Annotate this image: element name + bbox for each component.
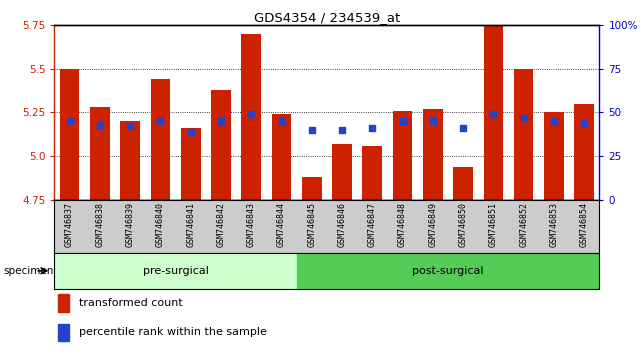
Point xyxy=(337,127,347,133)
Text: GSM746839: GSM746839 xyxy=(126,202,135,247)
Text: GSM746844: GSM746844 xyxy=(277,202,286,247)
Point xyxy=(306,127,317,133)
Text: GSM746848: GSM746848 xyxy=(398,202,407,247)
Bar xyxy=(181,128,201,200)
Text: GSM746842: GSM746842 xyxy=(217,202,226,247)
Text: GSM746850: GSM746850 xyxy=(458,202,468,247)
Bar xyxy=(58,324,69,341)
Point xyxy=(397,118,408,124)
Bar xyxy=(423,109,443,200)
Bar xyxy=(514,69,533,200)
Title: GDS4354 / 234539_at: GDS4354 / 234539_at xyxy=(254,11,400,24)
Text: GSM746849: GSM746849 xyxy=(428,202,437,247)
Point xyxy=(246,111,256,117)
Bar xyxy=(483,25,503,200)
Text: GSM746840: GSM746840 xyxy=(156,202,165,247)
Text: GSM746843: GSM746843 xyxy=(247,202,256,247)
Text: GSM746841: GSM746841 xyxy=(186,202,196,247)
Bar xyxy=(54,253,297,289)
Point xyxy=(458,125,469,131)
Point xyxy=(579,120,589,126)
Bar xyxy=(453,167,473,200)
Text: GSM746847: GSM746847 xyxy=(368,202,377,247)
Bar xyxy=(121,121,140,200)
Text: GSM746853: GSM746853 xyxy=(549,202,558,247)
Text: GSM746838: GSM746838 xyxy=(96,202,104,247)
Text: percentile rank within the sample: percentile rank within the sample xyxy=(79,327,267,337)
Point xyxy=(65,118,75,124)
Text: GSM746852: GSM746852 xyxy=(519,202,528,247)
Point xyxy=(367,125,378,131)
Bar xyxy=(211,90,231,200)
Text: post-surgical: post-surgical xyxy=(412,266,484,276)
Point xyxy=(428,118,438,124)
Point xyxy=(519,115,529,120)
Text: pre-surgical: pre-surgical xyxy=(143,266,208,276)
Text: GSM746851: GSM746851 xyxy=(489,202,498,247)
Point xyxy=(549,118,559,124)
Text: GSM746837: GSM746837 xyxy=(65,202,74,247)
Bar xyxy=(60,69,79,200)
Point xyxy=(186,129,196,135)
Point xyxy=(488,111,499,117)
Bar xyxy=(90,107,110,200)
Point xyxy=(125,124,135,129)
Bar xyxy=(302,177,322,200)
Bar xyxy=(58,295,69,312)
Bar xyxy=(332,144,352,200)
Bar xyxy=(544,113,564,200)
Text: GSM746845: GSM746845 xyxy=(307,202,316,247)
Bar xyxy=(362,146,382,200)
Text: GSM746854: GSM746854 xyxy=(579,202,588,247)
Bar xyxy=(297,253,599,289)
Point xyxy=(155,118,165,124)
Text: specimen: specimen xyxy=(3,266,54,276)
Bar xyxy=(574,104,594,200)
Bar xyxy=(272,114,292,200)
Bar xyxy=(151,79,171,200)
Bar xyxy=(242,34,261,200)
Text: GSM746846: GSM746846 xyxy=(338,202,347,247)
Point xyxy=(216,118,226,124)
Text: transformed count: transformed count xyxy=(79,298,183,308)
Point xyxy=(95,122,105,127)
Point xyxy=(276,118,287,124)
Bar xyxy=(393,111,412,200)
